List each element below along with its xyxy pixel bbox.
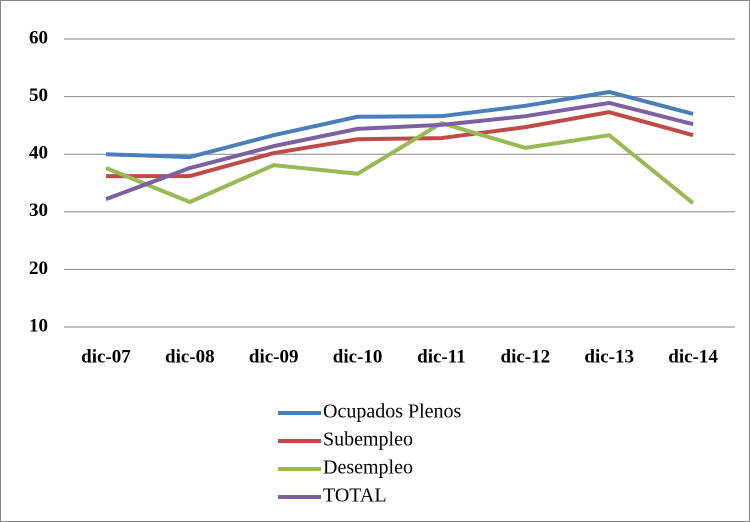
legend-label: TOTAL (323, 485, 387, 507)
y-tick-label: 50 (29, 85, 48, 106)
series-line (105, 89, 694, 160)
y-tick-label: 30 (29, 200, 48, 221)
x-tick-label: dic-12 (501, 346, 551, 367)
x-tick-label: dic-13 (584, 346, 634, 367)
legend-label: Subempleo (323, 429, 413, 451)
y-tick-label: 60 (29, 27, 48, 48)
x-tick-label: dic-11 (417, 346, 466, 367)
x-tick-label: dic-07 (81, 346, 131, 367)
y-tick-label: 20 (29, 258, 48, 279)
series-line (105, 110, 694, 179)
y-tick-label: 40 (29, 143, 48, 164)
x-tick-label: dic-10 (333, 346, 383, 367)
y-tick-label: 10 (29, 315, 48, 336)
legend-label: Ocupados Plenos (323, 401, 462, 423)
series-line (105, 100, 694, 202)
x-tick-label: dic-09 (249, 346, 299, 367)
series-line (105, 121, 695, 205)
legend-label: Desempleo (323, 457, 413, 479)
x-tick-label: dic-14 (668, 346, 718, 367)
x-tick-label: dic-08 (165, 346, 215, 367)
